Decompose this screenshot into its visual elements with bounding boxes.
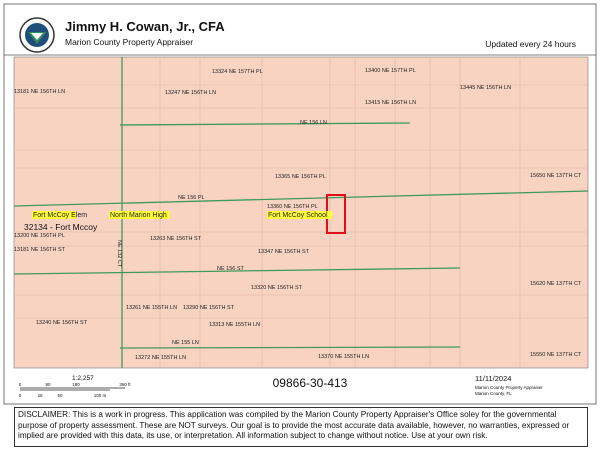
street-label: 13181 NE 156TH LN	[14, 89, 65, 95]
street-label: 13445 NE 156TH LN	[460, 85, 511, 91]
scale-m: 25	[37, 393, 43, 398]
street-label: 15620 NE 137TH CT	[530, 281, 582, 287]
street-label: NE 156 ST	[217, 266, 245, 272]
road-label: NE 132 CT	[116, 240, 122, 268]
place: Marion County, FL	[475, 391, 512, 396]
street-label: 13370 NE 155TH LN	[318, 354, 369, 360]
street-label: 13200 NE 156TH PL	[14, 233, 65, 239]
street-label: 13365 NE 156TH PL	[275, 174, 326, 180]
street-label: 13261 NE 155TH LN	[126, 305, 177, 311]
street-label: NE 156 PL	[178, 195, 205, 201]
school-highlight	[109, 211, 170, 219]
street-label: NE 156 LN	[300, 120, 327, 126]
update-note: Updated every 24 hours	[485, 39, 576, 49]
zip-label: 32134 - Fort Mccoy	[24, 222, 98, 232]
school-label: Fort McCoy School	[268, 212, 328, 219]
scale-m: 0	[19, 393, 22, 398]
street-label: 13360 NE 156TH PL	[267, 204, 318, 210]
school-label: Fort McCoy Elem	[33, 212, 87, 219]
street-label: 13247 NE 156TH LN	[165, 90, 216, 96]
school-highlight	[32, 211, 76, 219]
street-label: 13263 NE 156TH ST	[150, 236, 202, 242]
scale-ft: 180	[72, 382, 80, 387]
school-highlight	[267, 211, 332, 219]
street-label: NE 155 LN	[172, 340, 199, 346]
scale-ratio: 1:2,257	[72, 375, 94, 382]
street-label: 13320 NE 156TH ST	[251, 285, 303, 291]
street-label: 13324 NE 157TH PL	[212, 69, 263, 75]
scale-ft: 0	[19, 382, 22, 387]
street-label: 15650 NE 137TH CT	[530, 173, 582, 179]
disclaimer: DISCLAIMER: This is a work in progress. …	[14, 407, 588, 447]
title: Jimmy H. Cowan, Jr., CFA	[65, 19, 225, 34]
date: 11/11/2024	[475, 374, 511, 383]
org: Marion County Property Appraiser	[475, 385, 543, 390]
scale-ft: 360 ft	[119, 382, 131, 387]
street-label: 15550 NE 137TH CT	[530, 352, 582, 358]
scale-m: 50	[57, 393, 63, 398]
street-label: 13272 NE 155TH LN	[135, 355, 186, 361]
map-sheet: Jimmy H. Cowan, Jr., CFA Marion County P…	[3, 3, 597, 405]
parcel-id: 09866-30-413	[273, 376, 348, 390]
street-label: 13181 NE 156TH ST	[14, 247, 66, 253]
scale-m: 100 m	[94, 393, 107, 398]
subtitle: Marion County Property Appraiser	[65, 37, 193, 47]
street-label: 13347 NE 156TH ST	[258, 249, 310, 255]
street-label: 13290 NE 156TH ST	[183, 305, 235, 311]
street-label: 13313 NE 155TH LN	[209, 322, 260, 328]
street-label: 13415 NE 156TH LN	[365, 100, 416, 106]
street-label: 13240 NE 156TH ST	[36, 320, 88, 326]
street-label: 13400 NE 157TH PL	[365, 68, 416, 74]
logo	[19, 17, 55, 53]
frame	[3, 3, 597, 405]
scale-bar	[20, 387, 125, 391]
scale-ft: 90	[45, 382, 51, 387]
school-label: North Marion High	[110, 212, 167, 219]
